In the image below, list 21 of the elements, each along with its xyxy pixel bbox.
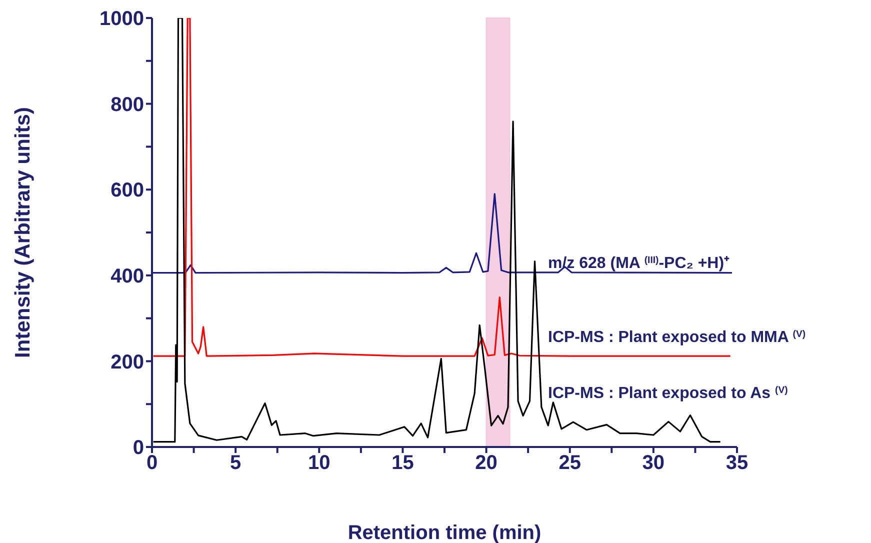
x-axis-title: Retention time (min)	[348, 522, 542, 543]
x-tick-label: 5	[230, 452, 242, 474]
x-tick-label: 15	[392, 452, 414, 474]
y-tick-label: 1000	[100, 8, 144, 30]
x-tick-label: 0	[146, 452, 158, 474]
x-tick-label: 30	[642, 452, 665, 474]
x-tick-label: 20	[475, 452, 498, 474]
line-series	[152, 18, 732, 357]
y-tick-label: 200	[110, 351, 144, 374]
series-label: ICP-MS : Plant exposed to MMA $^{(V)}$	[548, 328, 806, 346]
y-axis-title: Intensity (Arbitrary units)	[11, 107, 34, 358]
series-label: m/z 628 (MA $^{(III)}$-PC₂ +H)⁺	[548, 254, 730, 272]
x-tick-label: 35	[726, 452, 748, 474]
line-series	[152, 193, 733, 274]
y-tick-label: 0	[132, 437, 144, 460]
y-tick-label: 600	[110, 180, 144, 202]
series-label: ICP-MS : Plant exposed to As $^{(V)}$	[548, 384, 788, 402]
x-tick-label: 25	[558, 452, 581, 474]
x-tick-label: 10	[308, 452, 330, 474]
y-tick-label: 400	[110, 266, 144, 288]
y-tick-label: 800	[110, 94, 144, 116]
